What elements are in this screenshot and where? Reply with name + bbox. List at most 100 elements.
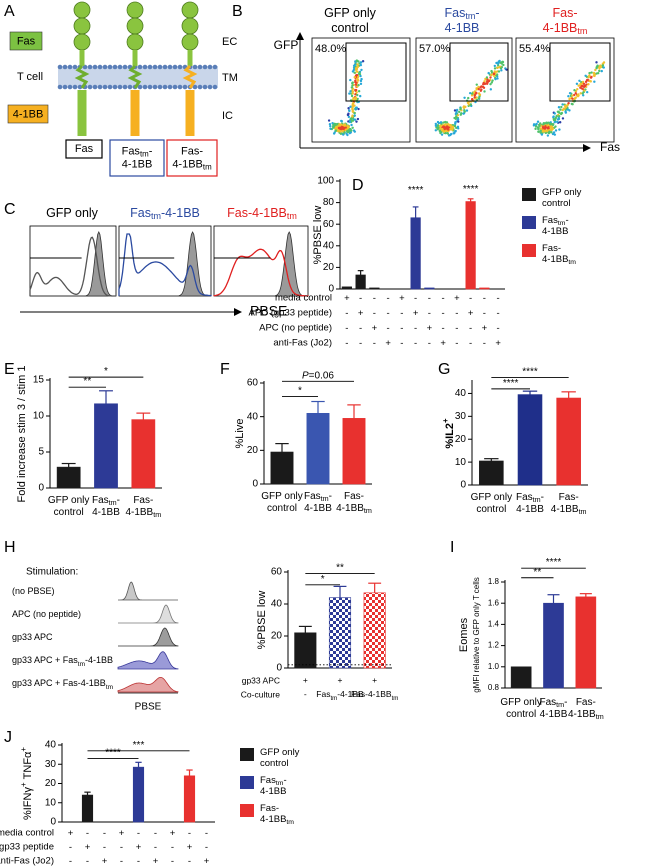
legend-label: control bbox=[542, 198, 571, 209]
y-axis-label: Fold increase stim 3 / stim 1 bbox=[16, 366, 28, 503]
event-dot bbox=[357, 72, 361, 76]
lipid-head bbox=[102, 84, 108, 90]
bar bbox=[424, 287, 435, 290]
event-dot bbox=[355, 60, 359, 63]
receptor-domain bbox=[126, 1, 144, 19]
text-segment: ** bbox=[83, 376, 91, 387]
condition-sign: - bbox=[359, 323, 362, 334]
text-segment: * bbox=[298, 385, 302, 396]
lipid-head bbox=[207, 64, 213, 70]
text-segment: - bbox=[442, 293, 445, 304]
event-dot bbox=[342, 127, 346, 131]
event-dot bbox=[468, 91, 472, 95]
text-segment: Fas- bbox=[559, 492, 579, 503]
lipid-head bbox=[152, 84, 158, 90]
legend-label: 4-1BB bbox=[542, 226, 568, 237]
text-segment: tm bbox=[330, 695, 337, 702]
histogram bbox=[117, 677, 179, 693]
text-segment: + bbox=[344, 293, 350, 304]
text-segment: -4-1BB bbox=[85, 655, 113, 665]
condition-sign: - bbox=[205, 842, 208, 853]
event-dot bbox=[548, 130, 551, 134]
x-tick-label: 4-1BBtm bbox=[336, 503, 372, 515]
event-dot bbox=[453, 109, 457, 112]
text-segment: - bbox=[497, 293, 500, 304]
lipid-head bbox=[142, 64, 148, 70]
event-dot bbox=[497, 61, 500, 64]
text-segment: - bbox=[69, 856, 72, 866]
membrane bbox=[58, 66, 218, 88]
receptor-ic bbox=[130, 90, 140, 136]
condition-sign: - bbox=[373, 338, 376, 349]
event-dot bbox=[465, 109, 469, 112]
plot-frame bbox=[515, 37, 615, 143]
bar bbox=[556, 397, 581, 486]
lipid-head bbox=[162, 84, 168, 90]
legend-label: T cell bbox=[17, 71, 43, 83]
text-segment: tm bbox=[556, 700, 564, 709]
y-tick-label: 40 bbox=[455, 388, 467, 399]
text-segment: - bbox=[400, 323, 403, 334]
text-segment: - bbox=[414, 323, 417, 334]
axis-label: PBSE bbox=[135, 702, 162, 713]
event-dot bbox=[587, 83, 590, 86]
condition-sign: + bbox=[372, 323, 378, 334]
text-segment: GFP only bbox=[500, 697, 542, 708]
lipid-head bbox=[112, 64, 118, 70]
plot-title: GFP only bbox=[46, 206, 99, 220]
event-dot bbox=[456, 117, 460, 121]
condition-sign: - bbox=[414, 323, 417, 334]
text-segment: + bbox=[454, 293, 460, 304]
plot-title: 4-1BB bbox=[445, 21, 480, 35]
text-segment: - bbox=[469, 323, 472, 334]
legend-label: Fastm- bbox=[542, 215, 569, 227]
bar bbox=[363, 592, 386, 669]
text-segment: tm bbox=[203, 163, 212, 172]
event-dot bbox=[494, 77, 497, 81]
event-dot bbox=[553, 120, 556, 124]
event-dot bbox=[544, 122, 547, 125]
significance-label: * bbox=[321, 573, 325, 584]
bar bbox=[479, 460, 504, 486]
text-segment: - bbox=[414, 293, 417, 304]
text-segment: - bbox=[373, 308, 376, 319]
bar bbox=[56, 466, 81, 489]
event-dot bbox=[493, 67, 497, 70]
text-segment: GFP only bbox=[471, 492, 513, 503]
event-dot bbox=[342, 133, 345, 136]
event-dot bbox=[564, 105, 568, 109]
bar bbox=[341, 286, 352, 290]
event-dot bbox=[434, 122, 438, 126]
event-dot bbox=[470, 94, 474, 97]
condition-sign: + bbox=[427, 323, 433, 334]
lipid-head bbox=[62, 64, 68, 70]
receptor-stalk bbox=[132, 50, 138, 66]
plot-title: Fastm-4-1BB bbox=[130, 206, 200, 221]
event-dot bbox=[462, 105, 466, 108]
receptor-domain bbox=[181, 33, 199, 51]
text-segment: + bbox=[372, 323, 378, 334]
condition-sign: + bbox=[68, 828, 74, 839]
text-segment: - bbox=[86, 856, 89, 866]
text-segment: - bbox=[304, 689, 307, 699]
text-segment: - bbox=[171, 842, 174, 853]
text-segment: + bbox=[385, 338, 391, 349]
row-label: gp33 APC bbox=[12, 632, 53, 642]
event-dot bbox=[348, 120, 352, 124]
y-tick-label: 0 bbox=[38, 483, 44, 494]
text-segment: control bbox=[54, 507, 84, 518]
event-dot bbox=[500, 69, 503, 72]
bar bbox=[81, 794, 94, 823]
event-dot bbox=[459, 113, 462, 116]
text-segment: 4-1BB bbox=[540, 709, 568, 720]
lipid-head bbox=[92, 84, 98, 90]
event-dot bbox=[334, 129, 338, 132]
lipid-head bbox=[167, 84, 173, 90]
text-segment: - bbox=[400, 308, 403, 319]
event-dot bbox=[356, 70, 359, 73]
condition-sign: - bbox=[103, 828, 106, 839]
text-segment: gp33 APC + Fas-4-1BB bbox=[12, 678, 106, 688]
lipid-head bbox=[57, 84, 63, 90]
event-dot bbox=[334, 127, 337, 130]
text-segment: - bbox=[442, 323, 445, 334]
